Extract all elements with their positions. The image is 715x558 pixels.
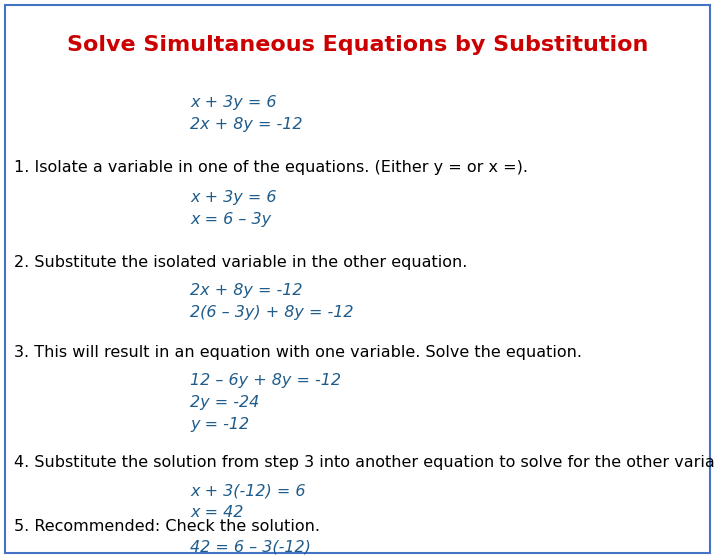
Text: 12 – 6y + 8y = -12: 12 – 6y + 8y = -12: [190, 373, 341, 388]
Text: 3. This will result in an equation with one variable. Solve the equation.: 3. This will result in an equation with …: [14, 345, 582, 360]
Text: 4. Substitute the solution from step 3 into another equation to solve for the ot: 4. Substitute the solution from step 3 i…: [14, 455, 715, 470]
Text: 2. Substitute the isolated variable in the other equation.: 2. Substitute the isolated variable in t…: [14, 255, 468, 270]
Text: 1. Isolate a variable in one of the equations. (Either y = or x =).: 1. Isolate a variable in one of the equa…: [14, 160, 528, 175]
Text: x + 3(-12) = 6: x + 3(-12) = 6: [190, 483, 305, 498]
Text: 2y = -24: 2y = -24: [190, 395, 260, 410]
Text: 5. Recommended: Check the solution.: 5. Recommended: Check the solution.: [14, 519, 320, 534]
Text: 42 = 6 – 3(-12): 42 = 6 – 3(-12): [190, 540, 311, 555]
Text: x = 42: x = 42: [190, 505, 243, 520]
Text: 2x + 8y = -12: 2x + 8y = -12: [190, 117, 302, 132]
Text: 2x + 8y = -12: 2x + 8y = -12: [190, 283, 302, 298]
Text: 2(6 – 3y) + 8y = -12: 2(6 – 3y) + 8y = -12: [190, 305, 353, 320]
Text: x + 3y = 6: x + 3y = 6: [190, 190, 277, 205]
Text: y = -12: y = -12: [190, 417, 249, 432]
Text: x = 6 – 3y: x = 6 – 3y: [190, 212, 271, 227]
Text: x + 3y = 6: x + 3y = 6: [190, 95, 277, 110]
Text: Solve Simultaneous Equations by Substitution: Solve Simultaneous Equations by Substitu…: [66, 35, 649, 55]
